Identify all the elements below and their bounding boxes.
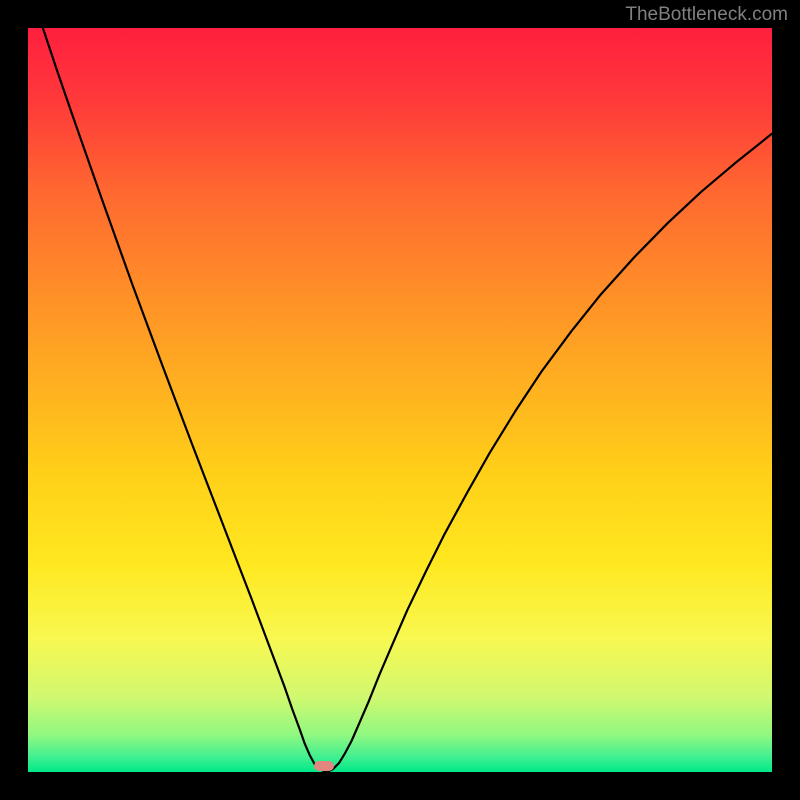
gradient-background [28,28,772,772]
watermark-text: TheBottleneck.com [625,4,788,26]
chart-plot-area [28,28,772,772]
chart-svg [28,28,772,772]
minimum-marker [314,761,334,771]
